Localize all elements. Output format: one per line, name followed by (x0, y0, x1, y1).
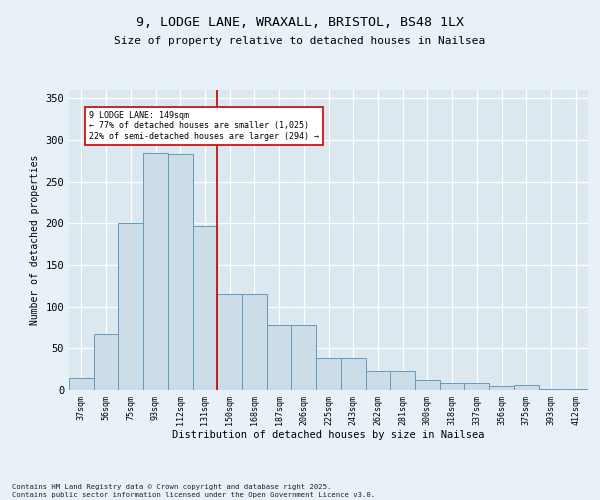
Bar (390, 371, 415, 390)
Text: 9, LODGE LANE, WRAXALL, BRISTOL, BS48 1LX: 9, LODGE LANE, WRAXALL, BRISTOL, BS48 1L… (136, 16, 464, 29)
Bar (341, 358, 365, 390)
Bar (316, 358, 341, 390)
Bar (143, 152, 168, 390)
Bar (514, 385, 539, 390)
Bar (242, 294, 267, 390)
Bar (69, 378, 94, 390)
Bar (118, 224, 143, 390)
Bar (440, 382, 464, 390)
Bar (563, 389, 588, 390)
Bar (365, 371, 390, 390)
Bar (168, 154, 193, 390)
Text: Size of property relative to detached houses in Nailsea: Size of property relative to detached ho… (115, 36, 485, 46)
Bar (267, 325, 292, 390)
X-axis label: Distribution of detached houses by size in Nailsea: Distribution of detached houses by size … (172, 430, 485, 440)
Text: 9 LODGE LANE: 149sqm
← 77% of detached houses are smaller (1,025)
22% of semi-de: 9 LODGE LANE: 149sqm ← 77% of detached h… (89, 111, 319, 140)
Bar (217, 294, 242, 390)
Bar (94, 334, 118, 390)
Bar (464, 382, 489, 390)
Bar (539, 389, 563, 390)
Y-axis label: Number of detached properties: Number of detached properties (30, 155, 40, 325)
Bar (415, 380, 440, 390)
Bar (193, 226, 217, 390)
Text: Contains HM Land Registry data © Crown copyright and database right 2025.
Contai: Contains HM Land Registry data © Crown c… (12, 484, 375, 498)
Bar (489, 386, 514, 390)
Bar (292, 325, 316, 390)
